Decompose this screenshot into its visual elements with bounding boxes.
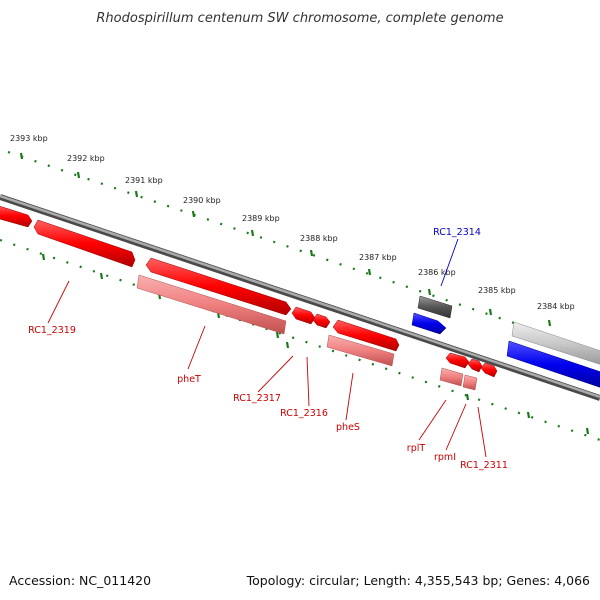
accession-text: Accession: NC_011420 [9,573,151,588]
gene-rc1-2319 [33,219,136,268]
gene-rc1-2314 [411,312,447,335]
kbp-label: 2392 kbp [67,154,105,163]
gene-label-rc1-2316: RC1_2316 [280,408,328,419]
gene-label-rc1-2311: RC1_2311 [460,460,508,471]
gene-rc1-2319-forward-left [0,205,33,228]
map-title: Rhodospirillum centenum SW chromosome, c… [96,11,503,26]
kbp-label: 2385 kbp [478,286,516,295]
chromosome-backbone [0,194,600,401]
gene-label-phet: pheT [177,374,201,385]
gene-label-rplt: rplT [407,443,426,454]
gene-rc1-2317 [291,306,316,325]
inner-major-ticks [41,253,590,435]
highlight-rc1-2314 [411,295,453,335]
outer-major-ticks [19,152,552,327]
gene-rc1-2311 [480,362,498,378]
gene-label-rc1-2314: RC1_2314 [433,227,481,238]
feature-block [136,274,287,335]
gene-phet [145,257,292,316]
leader-lines [47,238,487,458]
gene-label-rc1-2319: RC1_2319 [28,325,76,336]
gene-phes [332,319,400,352]
kbp-labels: 2393 kbp 2392 kbp 2391 kbp 2390 kbp 2389… [10,134,575,311]
gene-rpmi [467,358,483,373]
feature-block-gray [511,321,600,365]
feature-block-blue [506,340,600,388]
gene-rc1-2316 [312,313,331,329]
right-edge-features [506,321,600,388]
kbp-label: 2386 kbp [418,268,456,277]
gene-labels: RC1_2319 pheT RC1_2317 RC1_2316 pheS RC1… [28,227,508,471]
gene-rplt [445,352,470,369]
feature-block [326,334,395,367]
gene-label-phes: pheS [336,422,360,433]
feature-block [439,367,464,387]
gene-label-rpmi: rpmI [434,452,456,463]
gene-label-rc1-2317: RC1_2317 [233,393,281,404]
forward-genes [0,205,498,378]
kbp-label: 2384 kbp [537,302,575,311]
kbp-label: 2393 kbp [10,134,48,143]
kbp-label: 2390 kbp [183,196,221,205]
kbp-label: 2389 kbp [242,214,280,223]
reverse-features [136,274,478,391]
kbp-label: 2387 kbp [359,253,397,262]
genome-stats-text: Topology: circular; Length: 4,355,543 bp… [246,573,590,588]
kbp-label: 2388 kbp [300,234,338,243]
gene-rc1-2314-reverse [417,295,453,319]
feature-block [462,374,478,391]
kbp-label: 2391 kbp [125,176,163,185]
